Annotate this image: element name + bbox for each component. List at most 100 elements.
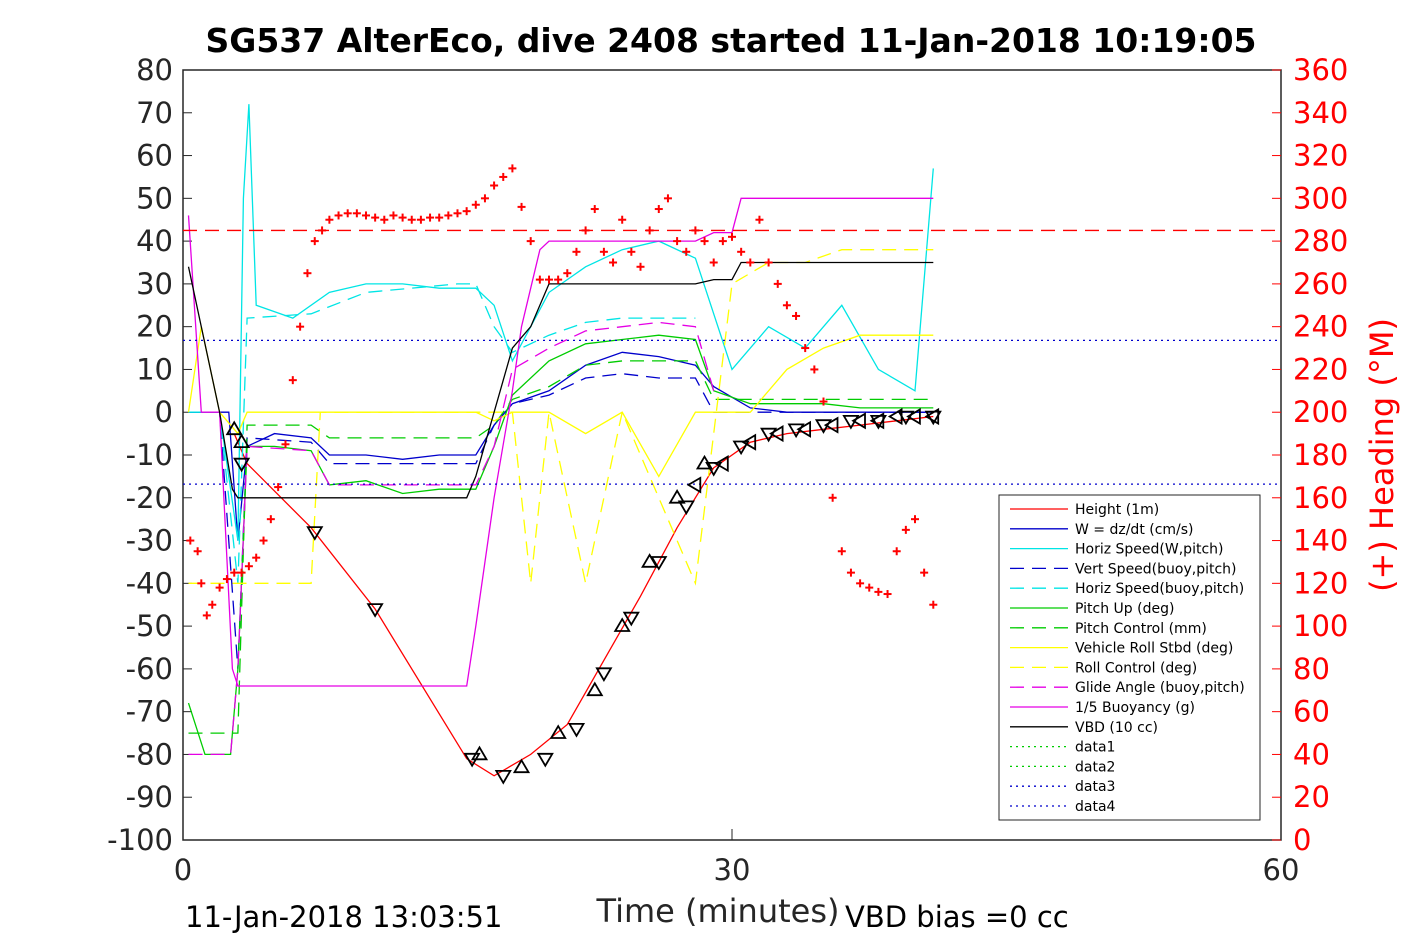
heading-point [572, 247, 581, 256]
legend-label-1: W = dz/dt (cm/s) [1075, 522, 1194, 538]
marker-left [741, 433, 757, 451]
heading-point [266, 515, 275, 524]
y-tick-label: -70 [126, 695, 173, 729]
legend-label-4: Horiz Speed(buoy,pitch) [1075, 581, 1244, 597]
y-axis: 80 70 60 50 40 30 20 10 0 -10 -20 -30 -40 -50 -60 -70 -8… [107, 53, 192, 857]
heading-point [462, 207, 471, 216]
heading-point [244, 562, 253, 571]
heading-point [746, 258, 755, 267]
marker-down [595, 667, 613, 682]
y2-tick-label: 340 [1293, 96, 1348, 130]
y2-tick-label: 40 [1293, 737, 1330, 771]
heading-point [352, 209, 361, 218]
marker-down [677, 500, 695, 516]
legend-label-7: Vehicle Roll Stbd (deg) [1075, 641, 1233, 657]
marker-up [586, 681, 604, 697]
marker-up [668, 489, 686, 504]
marker-down [233, 457, 251, 473]
heading-point [609, 258, 618, 267]
heading-point [318, 226, 327, 235]
heading-point [828, 493, 837, 502]
legend-label-2: Horiz Speed(W,pitch) [1075, 542, 1223, 558]
heading-point [371, 213, 380, 222]
y2-tick-label: 20 [1293, 780, 1330, 814]
marker-left [906, 407, 921, 426]
heading-point [764, 258, 773, 267]
marker-up [512, 758, 531, 774]
series-line-4 [188, 283, 696, 584]
marker-left [869, 412, 885, 430]
heading-point [590, 205, 599, 214]
heading-point [426, 213, 435, 222]
y2-axis-label: (+) Heading (°M) [1363, 318, 1401, 592]
series-line-9 [188, 321, 715, 756]
marker-left [796, 420, 811, 438]
heading-point [237, 568, 246, 577]
heading-point [259, 536, 268, 545]
legend-label-10: 1/5 Buoyancy (g) [1075, 700, 1195, 716]
heading-point [709, 258, 718, 267]
y-tick-label: -100 [107, 823, 173, 857]
marker-left [686, 476, 702, 494]
heading-point [508, 164, 517, 173]
heading-point [252, 553, 261, 562]
marker-down [567, 723, 586, 738]
x-tick-label: 60 [1263, 853, 1300, 887]
heading-point [186, 536, 195, 545]
y-tick-label: -40 [126, 566, 173, 600]
y-tick-label: 40 [136, 224, 173, 258]
heading-point [325, 215, 334, 224]
heading-point [682, 247, 691, 256]
legend-label-11: VBD (10 cc) [1075, 720, 1158, 736]
y2-tick-label: 260 [1293, 267, 1348, 301]
marker-up [641, 553, 659, 568]
heading-layer [186, 164, 938, 620]
heading-point [728, 232, 736, 241]
y2-tick-label: 300 [1293, 181, 1348, 215]
marker-left [851, 412, 866, 430]
heading-point [819, 397, 828, 406]
heading-point [911, 515, 919, 524]
heading-point [773, 279, 782, 288]
heading-point [755, 215, 764, 224]
heading-point [274, 483, 283, 492]
y-tick-label: 30 [136, 267, 173, 301]
y2-tick-label: 80 [1293, 652, 1330, 686]
heading-point [636, 262, 645, 271]
marker-down [732, 440, 750, 456]
heading-point [865, 583, 874, 592]
legend-label-6: Pitch Control (mm) [1075, 621, 1207, 637]
heading-point [230, 568, 239, 577]
heading-point [380, 215, 389, 224]
y2-tick-label: 160 [1293, 481, 1348, 515]
y-tick-label: -60 [126, 652, 173, 686]
y-tick-label: 50 [136, 181, 173, 215]
y2-tick-label: 140 [1293, 524, 1348, 558]
heading-point [202, 611, 211, 620]
heading-point [645, 226, 654, 235]
x-tick-label: 30 [714, 853, 751, 887]
marker-down [366, 603, 384, 618]
heading-point [810, 365, 819, 374]
marker-down [494, 770, 512, 785]
y-tick-label: -30 [126, 524, 173, 558]
heading-point [846, 568, 855, 577]
series-line-2 [188, 104, 934, 541]
marker-left [924, 407, 940, 426]
heading-point [389, 211, 398, 220]
footer-timestamp: 11-Jan-2018 13:03:51 [185, 900, 502, 934]
marker-layer [225, 407, 942, 785]
marker-up [470, 745, 489, 761]
heading-point [920, 568, 929, 577]
heading-point [490, 181, 499, 190]
heading-point [215, 583, 224, 592]
y2-tick-label: 120 [1293, 566, 1348, 600]
marker-left [714, 455, 729, 473]
heading-point [343, 209, 352, 218]
heading-point [398, 213, 407, 222]
marker-left [823, 416, 839, 434]
heading-point [334, 211, 343, 220]
heading-point [892, 547, 901, 556]
heading-point [407, 215, 416, 224]
heading-point [193, 547, 202, 556]
